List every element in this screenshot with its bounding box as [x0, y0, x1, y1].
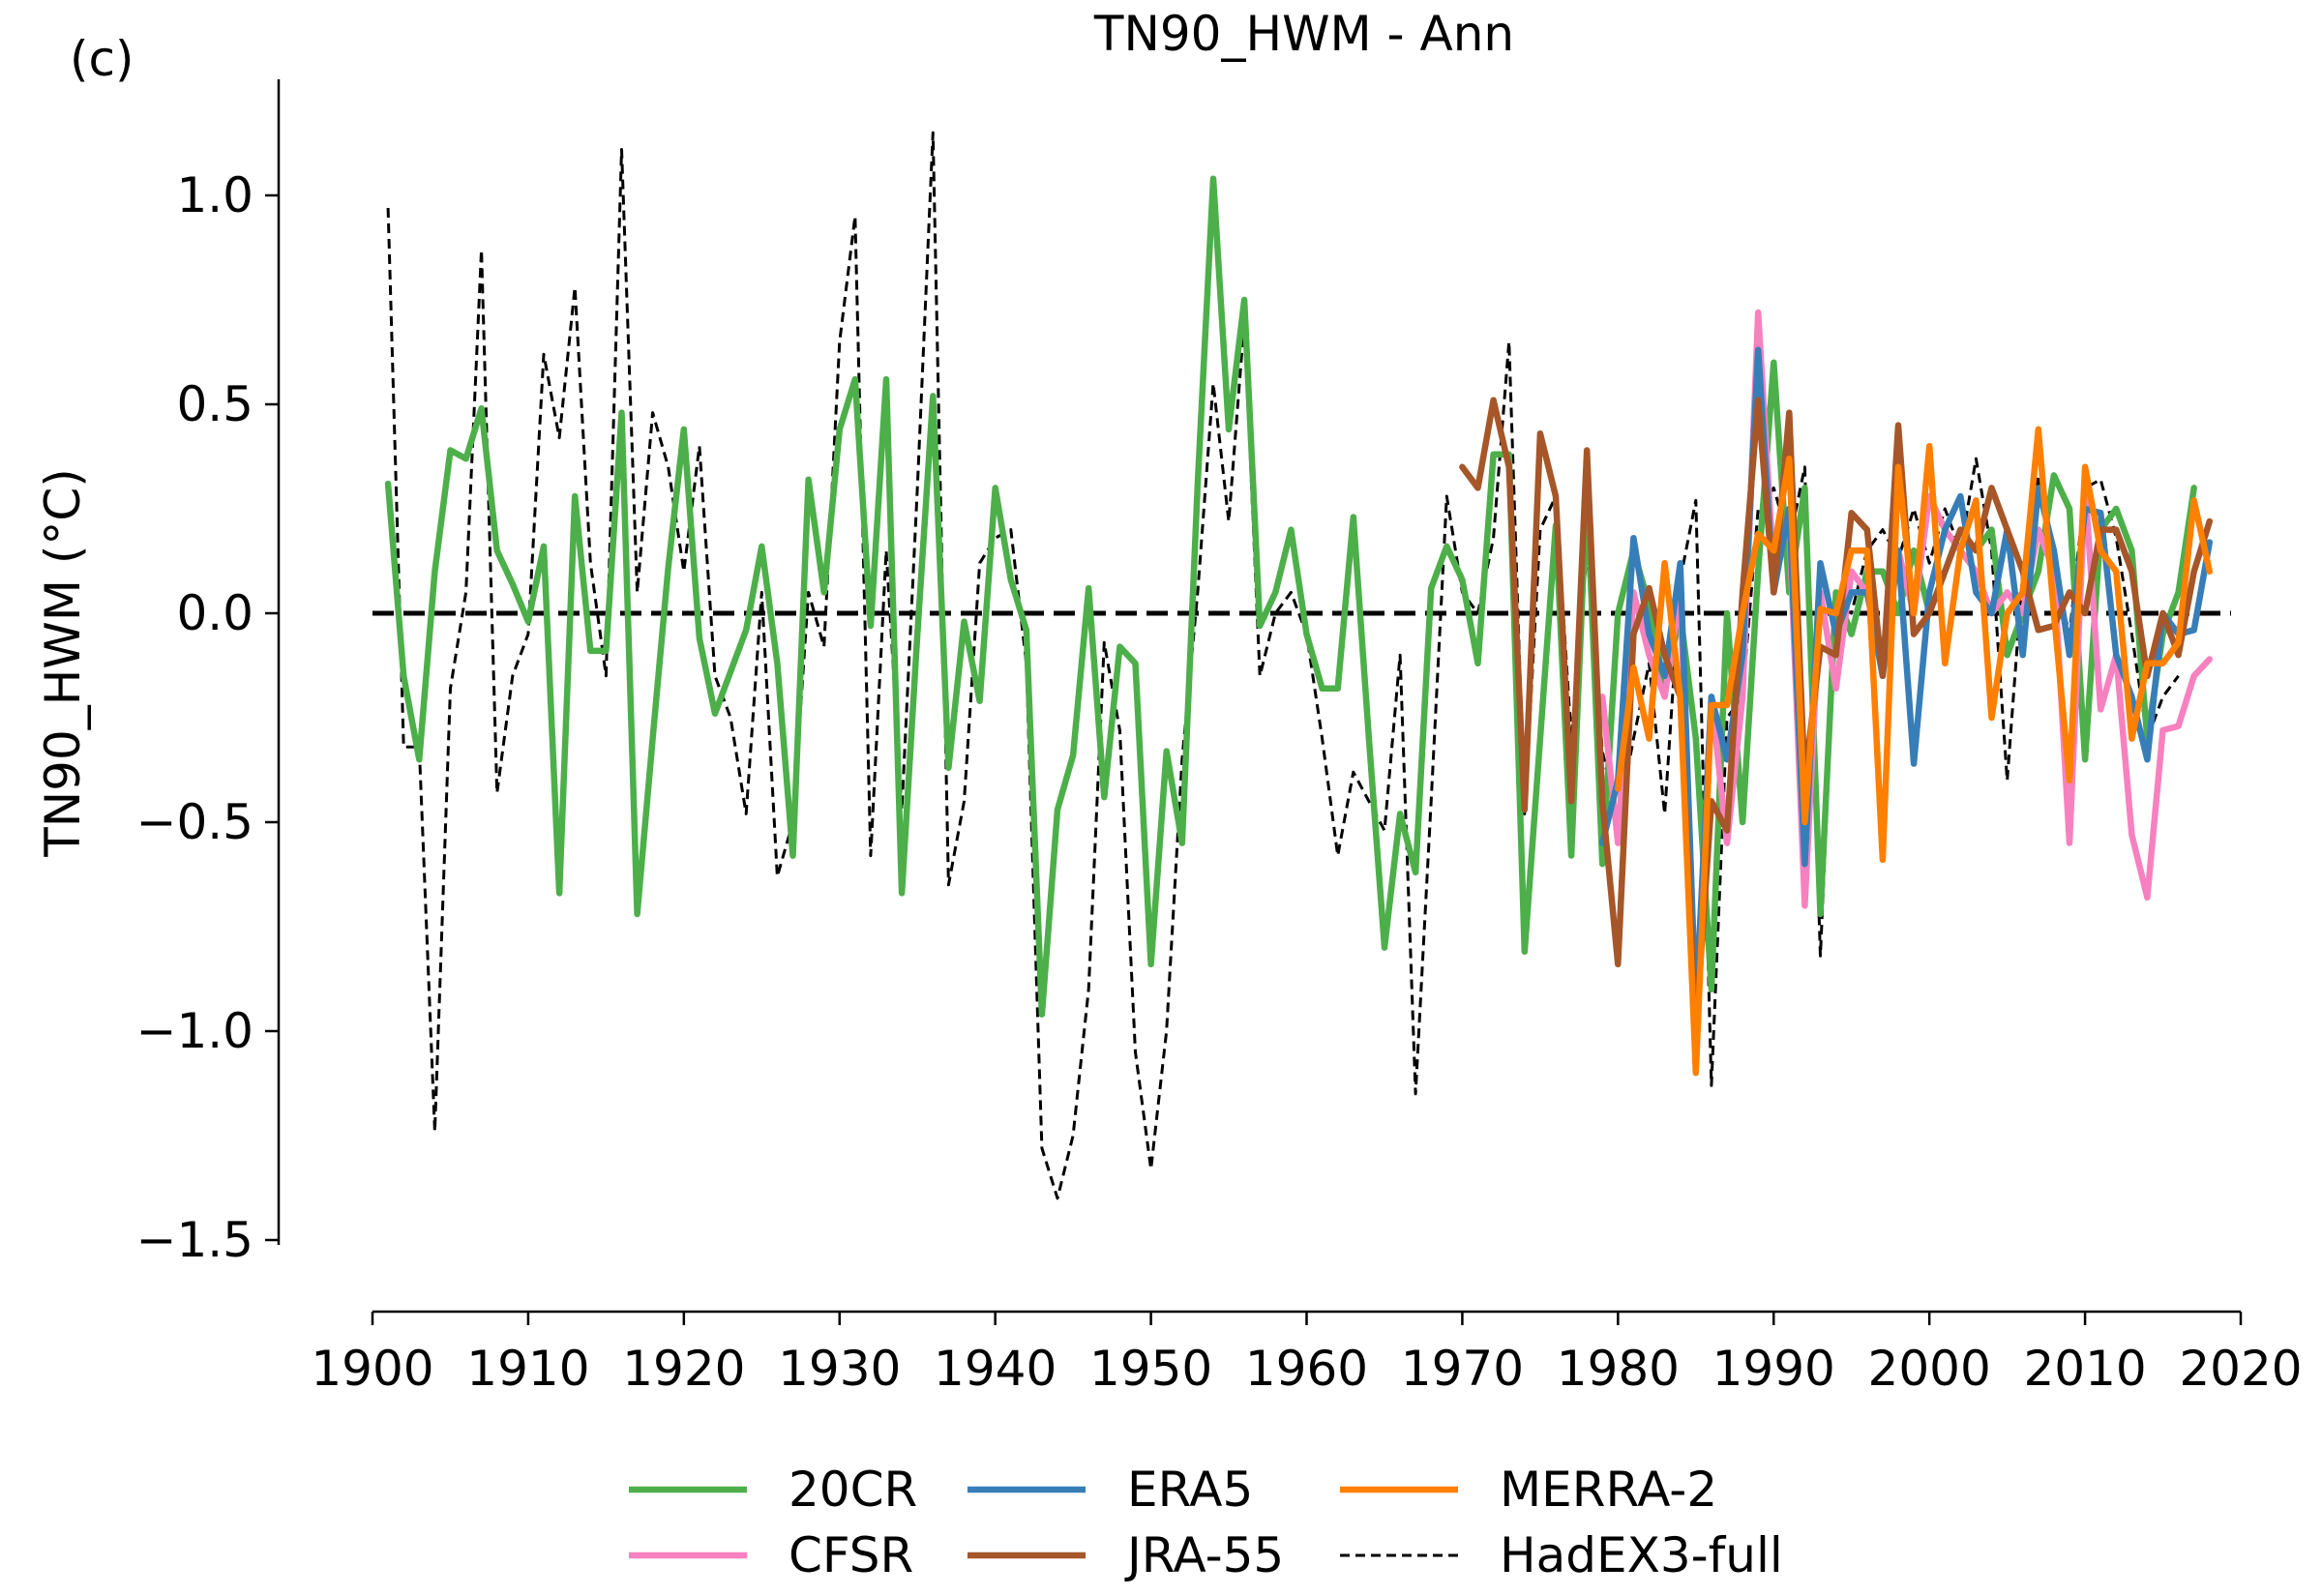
chart-title: TN90_HWM - Ann [1093, 6, 1514, 62]
y-axis-label: TN90_HWM (°C) [35, 468, 91, 858]
y-tick-label: −1.5 [136, 1212, 253, 1268]
legend-label: ERA5 [1127, 1462, 1253, 1518]
x-tick-label: 2000 [1868, 1341, 1991, 1397]
x-tick-label: 2020 [2179, 1341, 2302, 1397]
legend: 20CR CFSR ERA5 JRA-55 MERRA-2 HadEX3-full [629, 1462, 1783, 1583]
x-tick-label: 1970 [1401, 1341, 1524, 1397]
x-tick-label: 2010 [2023, 1341, 2146, 1397]
x-tick-label: 1960 [1245, 1341, 1368, 1397]
x-tick-label: 1930 [778, 1341, 901, 1397]
x-tick-label: 1920 [622, 1341, 745, 1397]
legend-label: MERRA-2 [1500, 1462, 1717, 1518]
y-tick-label: 1.0 [176, 167, 253, 223]
legend-label: JRA-55 [1124, 1527, 1284, 1583]
x-tick-label: 1980 [1557, 1341, 1680, 1397]
x-tick-label: 1900 [311, 1341, 433, 1397]
y-tick-label: −1.0 [136, 1003, 253, 1059]
x-axis: 1900 1910 1920 1930 1940 1950 1960 1970 1980 1990… [311, 1310, 2303, 1397]
x-tick-label: 1910 [466, 1341, 589, 1397]
legend-label: HadEX3-full [1500, 1527, 1783, 1583]
x-tick-label: 1940 [934, 1341, 1057, 1397]
y-axis: 1.0 0.5 0.0 −0.5 −1.0 −1.5 [136, 79, 281, 1268]
y-tick-label: 0.0 [176, 585, 253, 641]
series-line-20cr [384, 175, 2197, 1018]
legend-label: 20CR [789, 1462, 917, 1518]
series-line-merra-2 [1615, 426, 2214, 1077]
y-tick-label: −0.5 [136, 794, 253, 850]
legend-label: CFSR [789, 1527, 913, 1583]
x-tick-label: 1950 [1089, 1341, 1212, 1397]
series-line-hadex3-full [386, 131, 2180, 1200]
series-group [384, 131, 2214, 1200]
panel-label: (c) [70, 31, 134, 87]
y-tick-label: 0.5 [176, 376, 253, 432]
x-tick-label: 1990 [1712, 1341, 1835, 1397]
series-line-jra-55 [1459, 397, 2214, 1035]
